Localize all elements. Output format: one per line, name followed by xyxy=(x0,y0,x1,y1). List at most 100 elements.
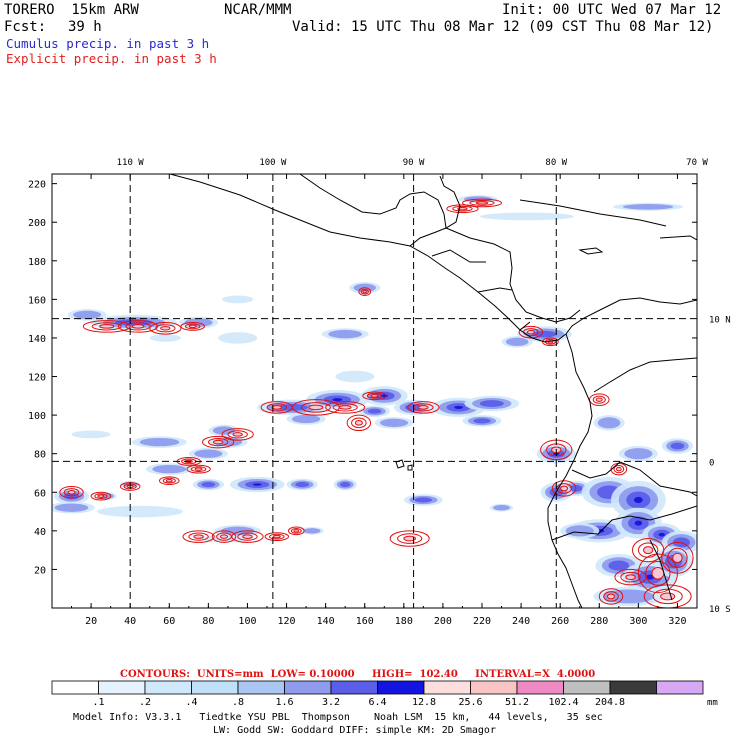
explicit-precip-contour xyxy=(227,430,248,439)
cumulus-precip-cell xyxy=(212,426,236,435)
colorbar-bin xyxy=(377,680,425,695)
cumulus-precip-cell xyxy=(670,442,685,450)
colorbar-bin xyxy=(470,680,518,695)
colorbar-bin xyxy=(51,680,99,695)
explicit-precip-contour xyxy=(165,478,173,483)
x-tick-label: 140 xyxy=(317,616,335,627)
cumulus-precip-cell xyxy=(634,520,643,526)
explicit-precip-contour xyxy=(149,322,182,335)
south-america-pacific-coast xyxy=(547,333,593,608)
colorbar-label: .8 xyxy=(232,697,244,708)
explicit-precip-contour xyxy=(457,207,468,211)
explicit-precip-contour xyxy=(518,325,544,339)
explicit-precip-contour xyxy=(207,438,229,447)
cumulus-precip-cell xyxy=(152,464,187,474)
colorbar-label: .1 xyxy=(92,697,104,708)
explicit-precip-contour xyxy=(346,414,372,432)
explicit-precip-contour xyxy=(461,198,503,208)
x-tick-label: 200 xyxy=(434,616,452,627)
explicit-precip-contour xyxy=(370,394,379,398)
colorbar-label: .4 xyxy=(185,697,197,708)
cumulus-precip-cell xyxy=(139,437,180,447)
explicit-precip-contour xyxy=(212,439,224,445)
x-tick-label: 220 xyxy=(473,616,491,627)
y-tick-label: 200 xyxy=(28,218,46,229)
cumulus-precip-cell xyxy=(73,310,102,319)
y-tick-label: 140 xyxy=(28,334,46,345)
border-costarica xyxy=(519,321,531,331)
explicit-precip-contour xyxy=(389,530,430,547)
explicit-precip-contour xyxy=(188,324,197,329)
x-tick-label: 240 xyxy=(512,616,530,627)
colorbar-bin xyxy=(516,680,564,695)
cumulus-precip-cell xyxy=(96,505,183,518)
explicit-precip-contour xyxy=(598,588,624,605)
colorbar-label: 204.8 xyxy=(595,697,625,708)
explicit-precip-contour xyxy=(469,200,495,206)
explicit-precip-contour xyxy=(526,329,535,335)
plot-frame xyxy=(51,173,698,609)
explicit-precip-contour xyxy=(452,205,473,212)
colorbar-label: 51.2 xyxy=(505,697,529,708)
explicit-precip-contour xyxy=(660,592,676,601)
explicit-precip-contour xyxy=(332,403,358,412)
x-tick-label: 320 xyxy=(668,616,686,627)
explicit-precip-contour xyxy=(131,324,145,329)
explicit-precip-contour xyxy=(202,435,235,449)
init-time: Init: 00 UTC Wed 07 Mar 12 xyxy=(502,2,722,18)
explicit-precip-contour xyxy=(184,323,201,330)
explicit-precip-contour xyxy=(59,485,84,499)
cumulus-precip-cell xyxy=(303,528,321,534)
cumulus-precip-cell xyxy=(624,448,653,460)
explicit-precip-contour xyxy=(216,532,232,541)
galapagos-islands xyxy=(395,459,413,471)
cumulus-precip-cell xyxy=(565,525,594,537)
explicit-precip-contour xyxy=(231,530,264,543)
cumulus-precip-cell xyxy=(367,408,382,414)
explicit-precip-contour xyxy=(614,568,647,586)
explicit-precip-contour xyxy=(366,392,383,399)
explicit-precip-contour xyxy=(446,204,479,214)
explicit-legend: Explicit precip. in past 3 h xyxy=(6,51,217,66)
y-tick-label: 80 xyxy=(34,450,46,461)
explicit-precip-contour xyxy=(362,289,367,294)
cumulus-precip-cell xyxy=(335,370,375,383)
explicit-precip-contour xyxy=(652,588,683,605)
cumulus-precip-cell xyxy=(332,398,343,402)
explicit-precip-contour xyxy=(188,532,209,541)
longitude-label: 70 W xyxy=(686,158,708,168)
explicit-precip-contour xyxy=(290,527,302,534)
explicit-precip-contour xyxy=(269,533,285,540)
explicit-precip-contour xyxy=(308,404,324,411)
longitude-label: 100 W xyxy=(259,158,287,168)
hispaniola-outline xyxy=(659,235,697,241)
valid-time: Valid: 15 UTC Thu 08 Mar 12 (09 CST Thu … xyxy=(292,19,714,35)
y-tick-label: 20 xyxy=(34,565,46,576)
cumulus-precip-cell xyxy=(201,482,216,488)
explicit-precip-contour xyxy=(237,532,258,541)
explicit-precip-contour xyxy=(338,405,352,410)
cumulus-legend: Cumulus precip. in past 3 h xyxy=(6,36,210,51)
explicit-precip-contour xyxy=(362,391,387,401)
border-guatemala xyxy=(409,227,447,247)
cuba-outline xyxy=(519,199,667,227)
explicit-precip-contour xyxy=(190,466,207,473)
cumulus-precip-cell xyxy=(54,503,89,512)
explicit-precip-contour xyxy=(219,534,229,539)
colorbar-bin xyxy=(237,680,285,695)
cumulus-precip-cell xyxy=(218,332,258,344)
cumulus-precip-cell xyxy=(222,295,254,304)
explicit-precip-contour xyxy=(221,428,254,441)
explicit-precip-contour xyxy=(637,542,659,558)
cumulus-precip-cell xyxy=(292,414,321,424)
explicit-precip-contour xyxy=(264,532,290,541)
explicit-precip-contour xyxy=(160,326,171,331)
explicit-precip-contour xyxy=(667,547,688,568)
pacific-coast xyxy=(169,174,567,343)
x-tick-label: 260 xyxy=(551,616,569,627)
explicit-precip-contour xyxy=(603,591,619,602)
cumulus-precip-cell xyxy=(597,417,621,429)
cumulus-precip-cell xyxy=(493,504,510,511)
explicit-precip-contour xyxy=(186,464,211,474)
cumulus-precip-cell xyxy=(252,483,262,486)
